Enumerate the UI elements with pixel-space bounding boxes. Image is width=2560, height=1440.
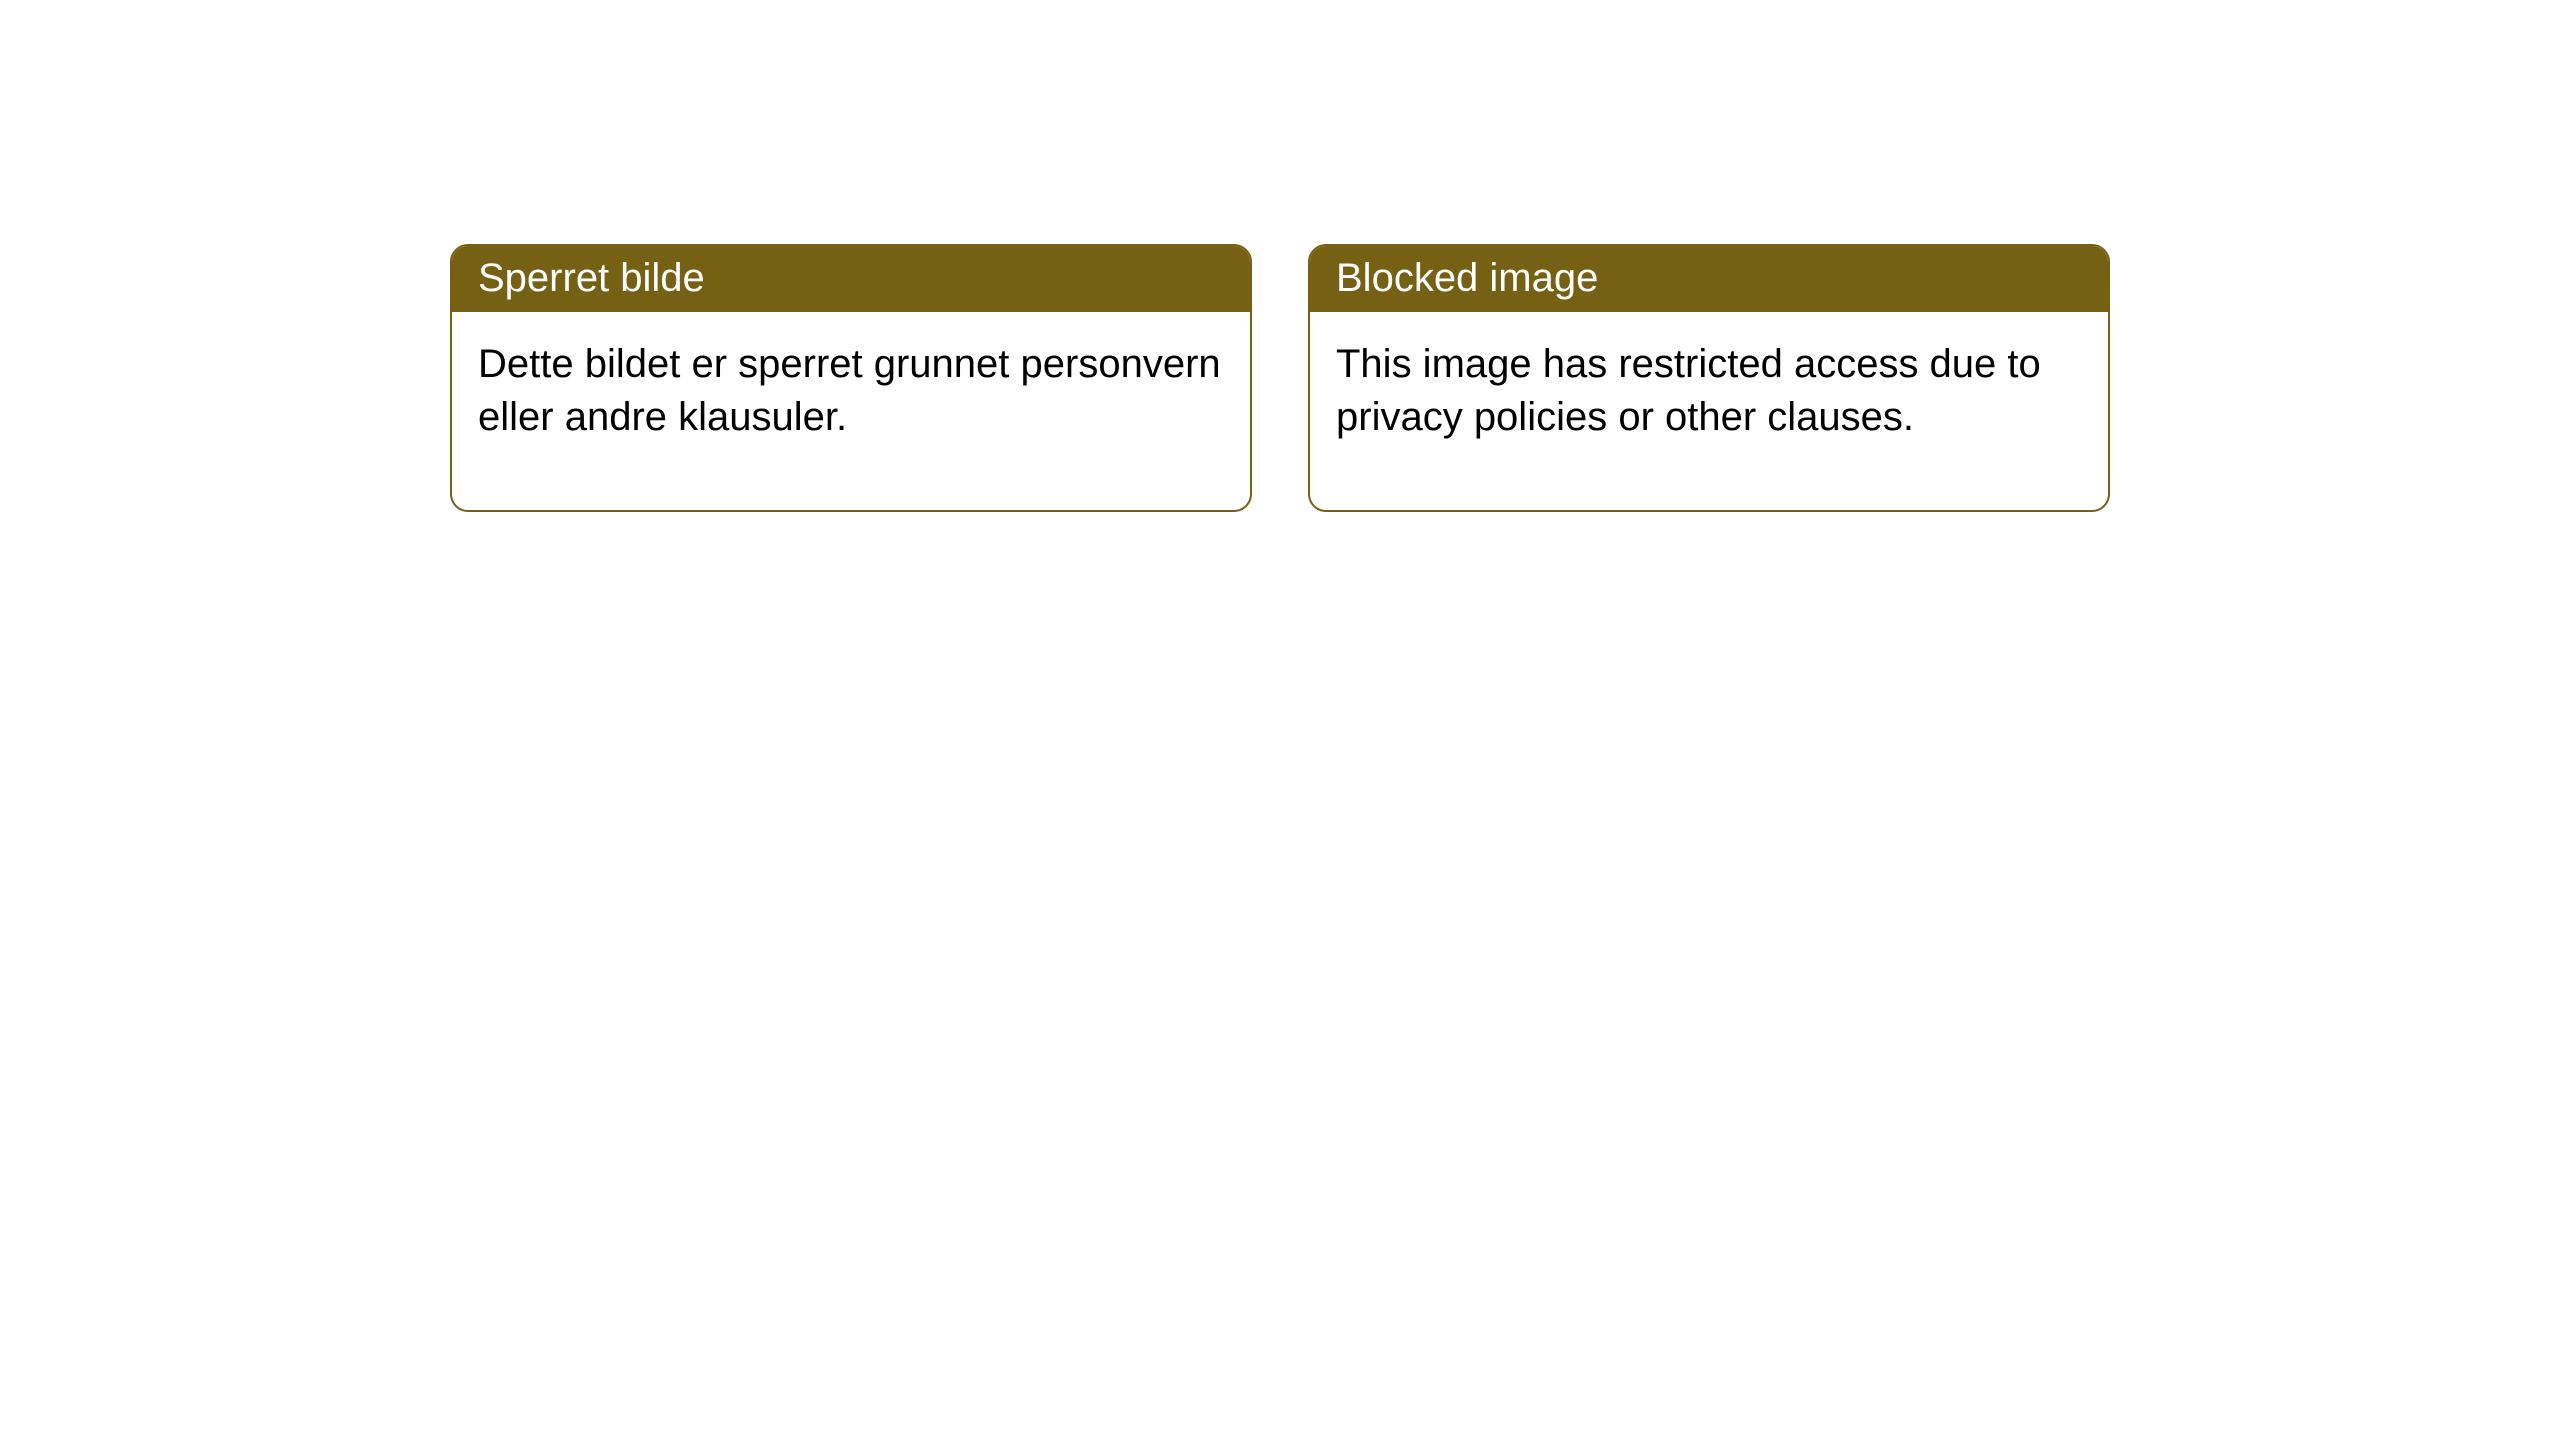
- blocked-image-card-no: Sperret bilde Dette bildet er sperret gr…: [450, 244, 1252, 512]
- card-header-en: Blocked image: [1310, 246, 2108, 312]
- card-header-no: Sperret bilde: [452, 246, 1250, 312]
- card-body-en: This image has restricted access due to …: [1310, 312, 2108, 510]
- blocked-image-card-en: Blocked image This image has restricted …: [1308, 244, 2110, 512]
- card-body-no: Dette bildet er sperret grunnet personve…: [452, 312, 1250, 510]
- notice-cards-row: Sperret bilde Dette bildet er sperret gr…: [0, 0, 2560, 512]
